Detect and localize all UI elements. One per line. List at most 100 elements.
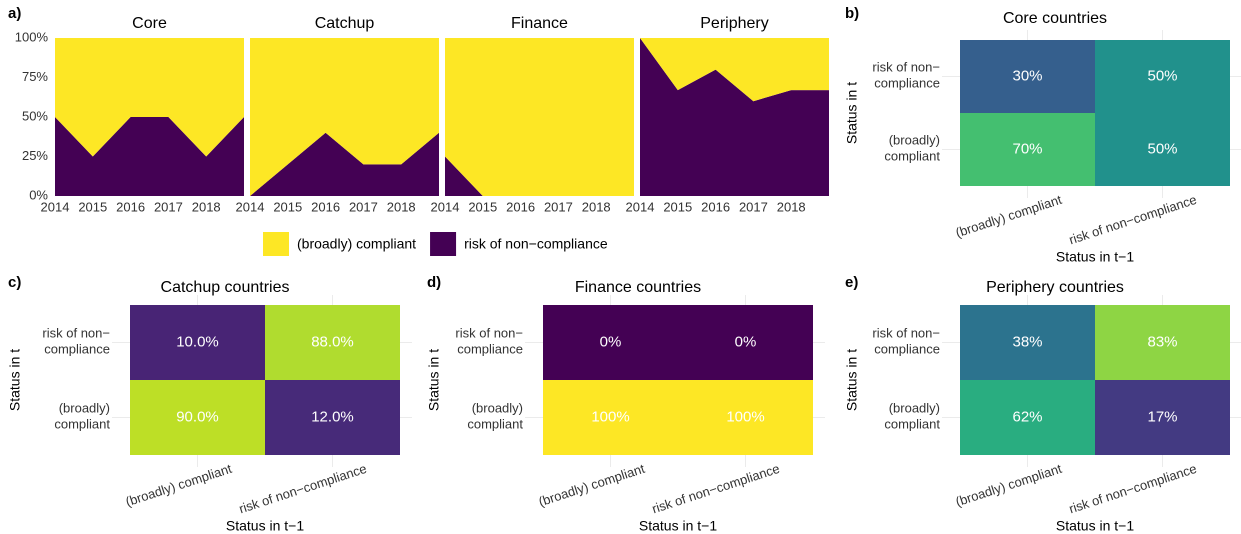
x-tick-label: 2016 [506,199,535,214]
x-tick-label: 2018 [582,199,611,214]
chart-title: Core countries [1003,10,1107,27]
cell-label: 83% [1147,333,1177,350]
legend-label: (broadly) compliant [297,236,416,252]
x-tick-label: 2015 [273,199,302,214]
heat-cell [678,305,813,380]
y-tick-label: 0% [29,187,48,202]
x-tick-label: 2016 [116,199,145,214]
y-axis-label: Status in t [7,349,23,411]
cell-label: 50% [1147,67,1177,84]
x-axis-label: Status in t−1 [1056,249,1134,265]
x-tick-label: (broadly) compliant [954,192,1064,241]
y-tick-label: risk of non− compliance [872,60,940,91]
cell-label: 88.0% [311,333,354,350]
x-tick-label: 2018 [192,199,221,214]
panel-label: c) [8,274,21,291]
panel-label: a) [8,5,21,22]
heat-cell [543,305,678,380]
chart-title: Periphery countries [986,279,1124,296]
cell-label: 12.0% [311,408,354,425]
y-tick-label: (broadly) compliant [884,133,940,164]
x-tick-label: (broadly) compliant [954,461,1064,510]
area [445,156,634,196]
cell-label: 100% [591,408,629,425]
x-tick-label: risk of non−compliance [1067,192,1198,247]
cell-label: 10.0% [176,333,219,350]
heat-cell [960,380,1095,455]
heat-cell [130,305,265,380]
cell-label: 0% [600,333,622,350]
x-tick-label: 2014 [236,199,265,214]
y-tick-label: 50% [22,108,48,123]
x-tick-label: 2018 [777,199,806,214]
y-tick-label: (broadly) compliant [54,401,110,432]
x-tick-label: 2016 [311,199,340,214]
x-tick-label: 2017 [739,199,768,214]
y-tick-label: (broadly) compliant [467,401,523,432]
x-axis-label: Status in t−1 [226,518,304,534]
x-tick-label: risk of non−compliance [237,461,368,516]
x-tick-label: 2014 [626,199,655,214]
area [640,38,829,196]
x-tick-label: 2017 [154,199,183,214]
heat-cell [265,305,400,380]
heat-cell [1095,40,1230,113]
y-tick-label: 25% [22,148,48,163]
cell-label: 62% [1012,408,1042,425]
panel-label: b) [845,5,859,22]
cell-label: 70% [1012,140,1042,157]
heat-cell [960,40,1095,113]
area [55,38,244,157]
heat-cell [678,380,813,455]
area [445,38,634,196]
heat-cell [960,113,1095,186]
x-tick-label: (broadly) compliant [124,461,234,510]
cell-label: 38% [1012,333,1042,350]
chart-title: Catchup countries [161,279,290,296]
x-tick-label: 2015 [468,199,497,214]
y-tick-label: risk of non− compliance [872,326,940,357]
heat-cell [1095,113,1230,186]
x-tick-label: 2016 [701,199,730,214]
area [55,117,244,196]
legend-swatch [430,232,457,256]
x-tick-label: 2017 [544,199,573,214]
x-tick-label: risk of non−compliance [1067,461,1198,516]
x-tick-label: (broadly) compliant [537,461,647,510]
chart-title: Finance countries [575,279,701,296]
area [640,38,829,102]
heat-cell [130,380,265,455]
cell-label: 50% [1147,140,1177,157]
heat-cell [265,380,400,455]
y-axis-label: Status in t [426,349,442,411]
x-tick-label: risk of non−compliance [650,461,781,516]
x-tick-label: 2014 [41,199,70,214]
heat-cell [543,380,678,455]
cell-label: 100% [726,408,764,425]
y-axis-label: Status in t [844,82,860,144]
area [250,132,439,196]
x-tick-label: 2018 [387,199,416,214]
heat-cell [1095,305,1230,380]
facet-title: Catchup [315,15,375,32]
heat-cell [960,305,1095,380]
x-tick-label: 2015 [663,199,692,214]
cell-label: 30% [1012,67,1042,84]
y-tick-label: 100% [15,29,49,44]
y-tick-label: 75% [22,69,48,84]
facet-title: Finance [511,15,568,32]
cell-label: 17% [1147,408,1177,425]
facet-title: Core [132,15,167,32]
cell-label: 0% [735,333,757,350]
facet-title: Periphery [700,15,768,32]
legend-label: risk of non−compliance [464,236,608,252]
y-tick-label: risk of non− compliance [455,326,523,357]
area [250,38,439,196]
cell-label: 90.0% [176,408,219,425]
y-tick-label: risk of non− compliance [42,326,110,357]
x-axis-label: Status in t−1 [639,518,717,534]
panel-label: e) [845,274,858,291]
y-axis-label: Status in t [844,349,860,411]
heat-cell [1095,380,1230,455]
